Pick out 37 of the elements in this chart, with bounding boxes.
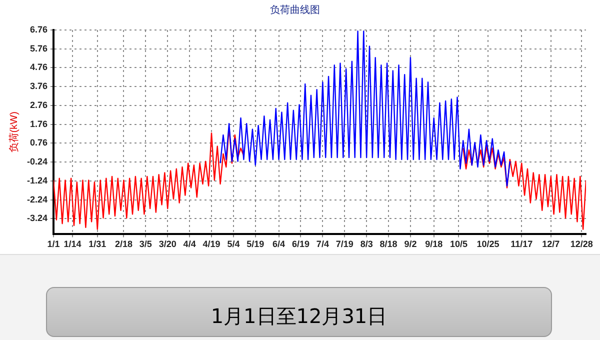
x-tick-label: 1/1 [47, 239, 60, 250]
x-tick-label: 5/19 [246, 239, 264, 250]
x-tick-label: 4/4 [183, 239, 196, 250]
y-tick-label: 2.76 [30, 100, 48, 110]
y-tick-label: -2.24 [27, 194, 48, 204]
x-tick-label: 4/19 [202, 239, 220, 250]
y-tick-label: -3.24 [27, 213, 48, 224]
y-tick-label: 1.76 [30, 118, 48, 129]
text: 1月1日至12月31日 [46, 287, 552, 337]
y-tick-label: 6.76 [30, 24, 48, 34]
x-tick-label: 10/5 [450, 239, 468, 250]
x-tick-label: 3/5 [139, 239, 152, 250]
x-tick-label: 8/18 [380, 239, 398, 250]
x-tick-label: 5/4 [227, 239, 240, 250]
x-tick-label: 1/14 [64, 239, 82, 250]
y-tick-label: -1.24 [27, 175, 48, 186]
y-tick-label: 3.76 [30, 81, 48, 92]
y-tick-label: 0.76 [30, 138, 48, 148]
y-tick-label: 5.76 [30, 43, 48, 54]
x-tick-label: 9/18 [425, 239, 443, 250]
x-tick-label: 7/19 [336, 239, 354, 250]
x-tick-label: 9/2 [404, 239, 417, 250]
y-axis-title: 负荷(kW) [8, 112, 20, 153]
x-tick-label: 1/31 [88, 239, 106, 250]
x-tick-label: 10/25 [476, 239, 500, 250]
x-tick-label: 2/18 [114, 239, 132, 250]
x-tick-label: 12/7 [542, 239, 560, 250]
y-tick-label: 4.76 [30, 62, 48, 72]
x-tick-label: 3/20 [158, 239, 176, 250]
x-tick-label: 7/4 [316, 239, 329, 250]
x-tick-label: 11/17 [510, 239, 533, 250]
x-tick-label: 6/4 [272, 239, 286, 250]
y-tick-label: -0.24 [27, 156, 48, 167]
chart-title: 负荷曲线图 [270, 4, 320, 16]
x-tick-label: 12/28 [570, 239, 593, 250]
x-tick-label: 8/3 [360, 239, 373, 250]
x-tick-label: 6/19 [292, 239, 310, 250]
